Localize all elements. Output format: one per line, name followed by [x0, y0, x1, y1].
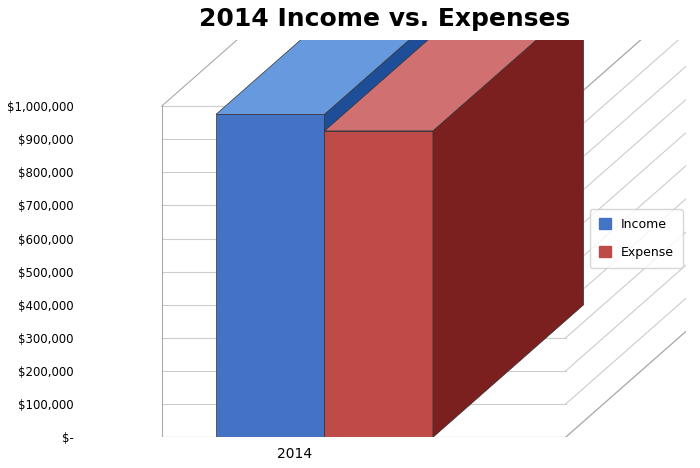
- Polygon shape: [216, 0, 475, 114]
- Polygon shape: [433, 0, 584, 437]
- Polygon shape: [325, 0, 584, 131]
- Polygon shape: [325, 0, 475, 437]
- Polygon shape: [325, 131, 433, 437]
- Title: 2014 Income vs. Expenses: 2014 Income vs. Expenses: [199, 7, 570, 31]
- Legend: Income, Expense: Income, Expense: [590, 209, 682, 268]
- Polygon shape: [216, 114, 325, 437]
